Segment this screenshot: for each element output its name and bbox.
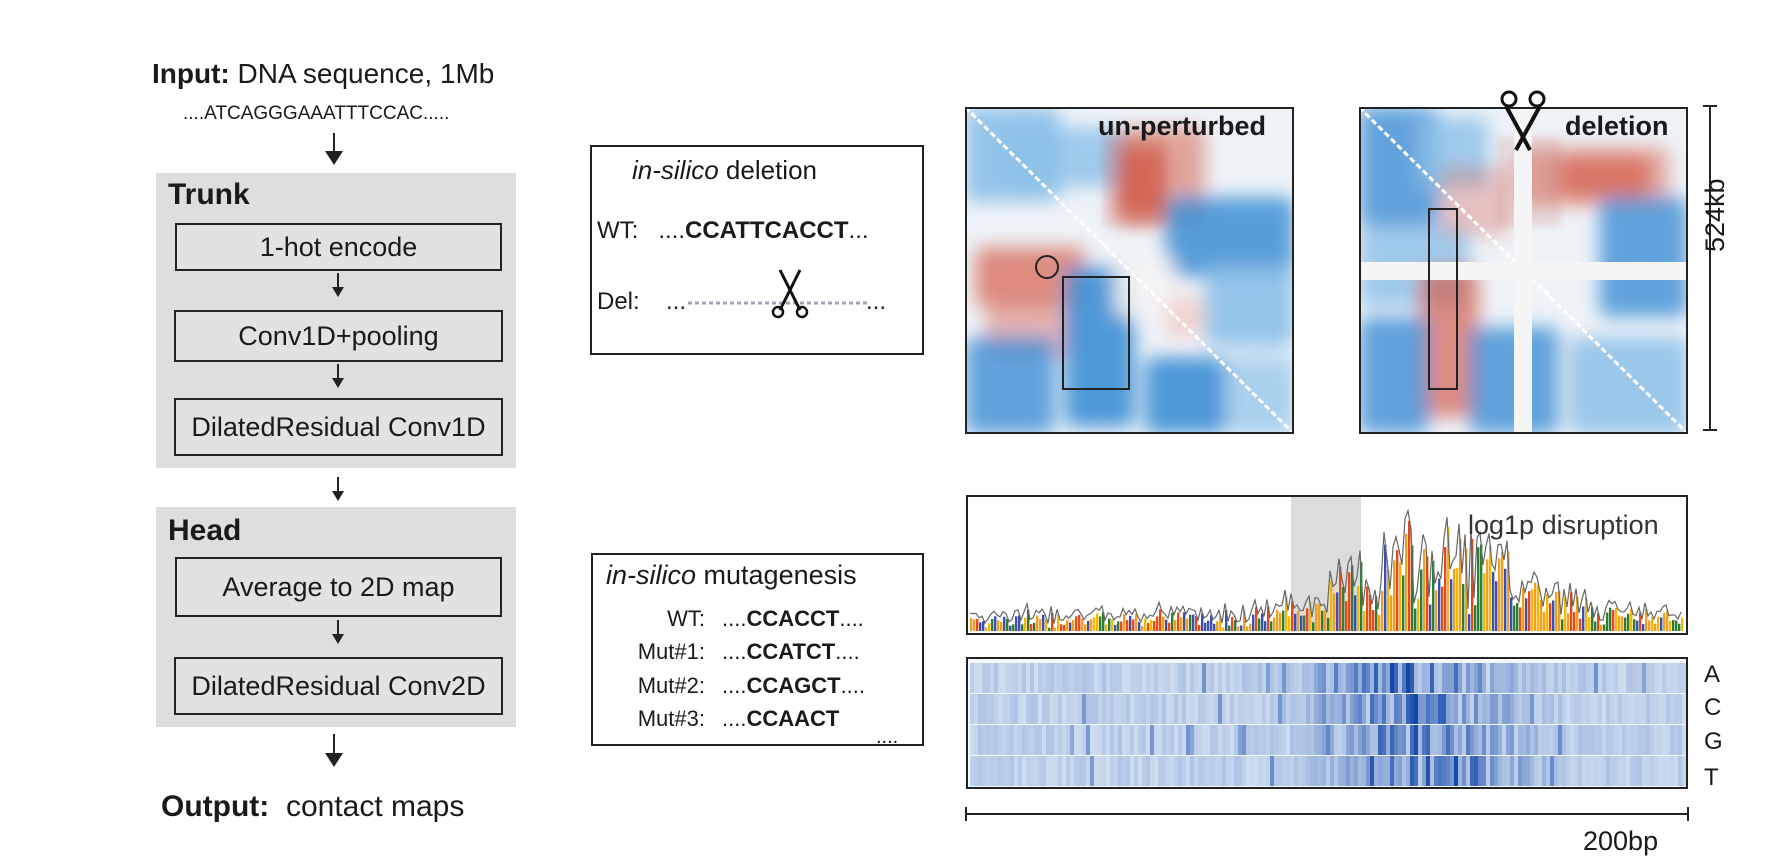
arrow-trunk-2: [337, 364, 339, 378]
trunk-step-onehot: 1-hot encode: [175, 223, 502, 271]
base-label-t: T: [1704, 764, 1719, 791]
mutagenesis-title-italic: in-silico: [606, 560, 697, 590]
deletion-del-label: Del:: [597, 288, 640, 315]
trunk-step-conv1d: Conv1D+pooling: [174, 310, 503, 362]
contact-map-deletion: [1359, 107, 1688, 434]
arrow-head-trunk-head: [332, 491, 344, 501]
deletion-del-prefix: ...: [666, 288, 687, 315]
deletion-box-title: in-silico deletion: [632, 155, 817, 186]
output-text: contact maps: [285, 790, 465, 823]
arrow-head-output: [325, 753, 343, 767]
mutagenesis-row-label: Mut#2:: [637, 673, 705, 698]
deletion-wt-label: WT:: [597, 217, 639, 244]
scissors-icon: [771, 269, 809, 319]
mutagenesis-row-label: WT:: [667, 606, 705, 631]
unperturbed-label: un-perturbed: [1098, 111, 1266, 141]
mutagenesis-row-sequence: ....CCATCT....: [722, 639, 860, 664]
output-label: Output:: [161, 790, 270, 823]
deletion-del-suffix: ...: [866, 288, 887, 315]
deletion-wt-row: WT: ....CCATTCACCT...: [597, 217, 869, 245]
mutagenesis-row-label: Mut#3:: [637, 706, 705, 731]
input-label: Input:: [152, 58, 230, 89]
arrow-head-head-1: [332, 634, 344, 644]
arrow-trunk-to-head: [337, 477, 339, 491]
arrow-head-trunk-2: [332, 378, 344, 388]
disruption-heatmap: [966, 657, 1688, 789]
scale-label-524kb: 524kb: [1700, 178, 1730, 252]
head-title: Head: [168, 514, 242, 547]
mutagenesis-row-sequence: ....CCAACT: [722, 706, 840, 731]
mutagenesis-box-title: in-silico mutagenesis: [606, 560, 857, 591]
base-label-c: C: [1704, 694, 1722, 721]
scale-bar-200bp: [965, 807, 1689, 821]
base-label-g: G: [1704, 728, 1723, 755]
deletion-wt-suffix: ...: [848, 217, 869, 244]
deletion-wt-bold: CCATTCACCT: [685, 217, 849, 244]
arrow-head-1: [337, 620, 339, 634]
input-heading: Input: DNA sequence, 1Mb: [152, 58, 494, 90]
map-scissors-icon: [1500, 90, 1546, 151]
arrow-trunk-1: [337, 273, 339, 287]
head-step-average: Average to 2D map: [175, 557, 502, 617]
mutagenesis-row-sequence: ....CCAGCT....: [722, 673, 866, 698]
mutagenesis-row-sequence: ....CCACCT....: [722, 606, 864, 631]
deletion-label: deletion: [1565, 111, 1669, 141]
arrow-input-to-trunk: [333, 133, 335, 151]
input-sequence: ....ATCAGGGAAATTTCCAC.....: [183, 103, 450, 124]
arrow-head-trunk-1: [332, 287, 344, 297]
contact-map-unperturbed: [965, 107, 1294, 434]
deletion-title-italic: in-silico: [632, 155, 719, 185]
disruption-label: log1p disruption: [1468, 510, 1659, 540]
trunk-step-dilated1d: DilatedResidual Conv1D: [174, 398, 503, 456]
disruption-logo-track: [966, 495, 1688, 635]
deletion-box: [590, 145, 924, 355]
arrow-head-to-output: [333, 734, 335, 754]
trunk-title: Trunk: [168, 178, 250, 211]
head-step-dilated2d: DilatedResidual Conv2D: [174, 657, 503, 715]
input-text: DNA sequence, 1Mb: [237, 58, 495, 89]
mutagenesis-row-label: Mut#1:: [637, 639, 705, 664]
mutagenesis-more: ....: [876, 726, 899, 748]
mutagenesis-title-rest: mutagenesis: [696, 560, 857, 590]
scale-label-200bp: 200bp: [1583, 826, 1659, 856]
output-heading: Output: contact maps: [161, 790, 464, 824]
scale-bar-524kb: [1703, 105, 1717, 431]
deletion-wt-prefix: ....: [658, 217, 686, 244]
arrow-head-input: [325, 151, 343, 165]
mutagenesis-box: [591, 553, 924, 746]
base-label-a: A: [1704, 661, 1721, 688]
deletion-title-rest: deletion: [718, 155, 817, 185]
